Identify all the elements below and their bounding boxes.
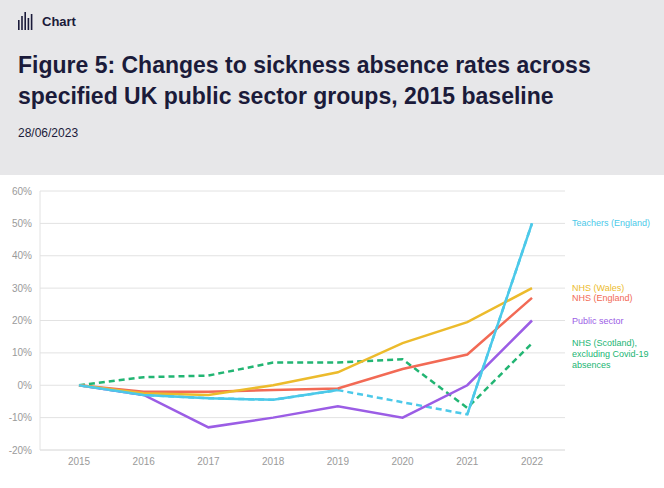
svg-text:-10%: -10% <box>9 412 32 423</box>
html-text:Figure 5: Changes to sickness: Figure 5: Changes to sickness absence ra… <box>18 52 591 109</box>
svg-text:Public sector: Public sector <box>572 316 624 326</box>
svg-text:2016: 2016 <box>133 456 156 467</box>
svg-text:-20%: -20% <box>9 445 32 456</box>
svg-text:2017: 2017 <box>197 456 220 467</box>
svg-text:10%: 10% <box>12 347 32 358</box>
html-text:Chart: Chart <box>42 13 76 29</box>
svg-text:NHS (Scotland),excluding Covid: NHS (Scotland),excluding Covid-19absence… <box>572 338 649 370</box>
svg-text:40%: 40% <box>12 250 32 261</box>
svg-text:Teachers (England): Teachers (England) <box>572 218 650 228</box>
svg-text:2021: 2021 <box>456 456 479 467</box>
svg-text:0%: 0% <box>18 380 33 391</box>
svg-text:50%: 50% <box>12 218 32 229</box>
svg-text:30%: 30% <box>12 283 32 294</box>
svg-text:60%: 60% <box>12 186 32 197</box>
svg-text:2019: 2019 <box>327 456 350 467</box>
svg-text:NHS (England): NHS (England) <box>572 293 633 303</box>
svg-text:2022: 2022 <box>521 456 544 467</box>
svg-text:20%: 20% <box>12 315 32 326</box>
svg-text:2020: 2020 <box>391 456 414 467</box>
svg-text:2018: 2018 <box>262 456 285 467</box>
svg-text:2015: 2015 <box>68 456 91 467</box>
svg-text:NHS (Wales): NHS (Wales) <box>572 283 624 293</box>
html-text:28/06/2023: 28/06/2023 <box>18 126 79 140</box>
